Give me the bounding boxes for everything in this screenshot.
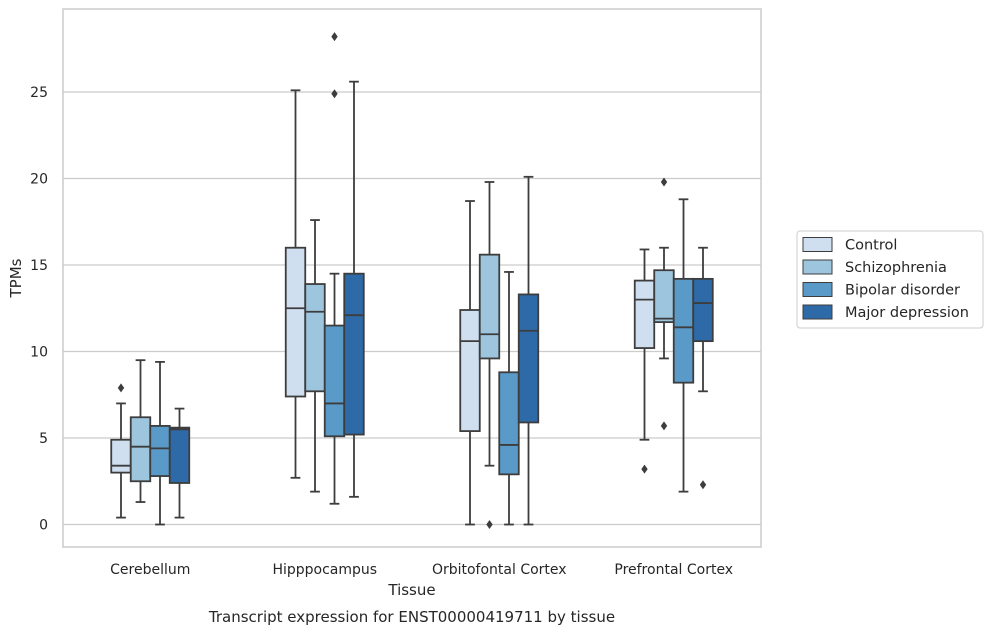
box-body: [323, 324, 346, 438]
outlier-point: [699, 480, 707, 490]
box-body: [304, 283, 326, 393]
y-tick-label: 5: [39, 431, 48, 447]
y-tick-label: 20: [30, 172, 48, 188]
y-tick-label: 0: [39, 518, 48, 534]
box-body: [129, 416, 152, 483]
y-tick-label: 15: [30, 258, 48, 274]
outlier-point: [660, 177, 668, 187]
box-0-2: [459, 200, 481, 526]
y-tick-label: 25: [30, 85, 48, 101]
x-tick-label: Prefrontal Cortex: [614, 562, 733, 578]
outlier-point: [331, 32, 338, 42]
legend-frame: [796, 230, 984, 329]
box-2-2: [498, 271, 520, 526]
box-body: [633, 279, 656, 349]
chart-caption: Transcript expression for ENST0000041971…: [208, 608, 615, 626]
y-axis-label: TPMs: [7, 258, 25, 298]
y-tick-labels: 0 5 10 15 20 25: [30, 85, 48, 533]
box-body: [517, 293, 540, 424]
legend-swatch: [802, 237, 833, 252]
box-3-2: [517, 175, 540, 526]
box-series: [110, 32, 714, 530]
legend-label: Schizophrenia: [845, 260, 947, 276]
box-3-3: [692, 246, 714, 490]
outlier-point: [660, 421, 668, 431]
outlier-point: [331, 89, 338, 99]
box-body: [284, 246, 307, 398]
legend-label: Control: [845, 238, 897, 254]
outlier-point: [641, 464, 648, 474]
legend-label: Major depression: [845, 305, 969, 321]
legend-label: Bipolar disorder: [845, 283, 960, 299]
box-body: [343, 272, 365, 436]
box-body: [672, 277, 695, 384]
x-tick-label: Orbitofontal Cortex: [432, 562, 567, 578]
outlier-point: [486, 520, 493, 530]
box-body: [692, 277, 714, 343]
box-body: [653, 269, 675, 324]
box-0-3: [633, 248, 656, 474]
legend-swatch: [802, 304, 833, 320]
box-body: [149, 425, 171, 477]
box-1-2: [478, 181, 501, 530]
x-axis-label: Tissue: [387, 581, 435, 599]
box-1-3: [653, 177, 675, 431]
legend-swatch: [802, 259, 833, 275]
box-body: [498, 371, 520, 476]
box-1-0: [129, 359, 152, 503]
box-body: [478, 253, 501, 360]
x-tick-label: Cerebellum: [110, 562, 190, 578]
box-3-1: [343, 80, 365, 498]
legend-swatch: [802, 282, 833, 297]
box-body: [168, 426, 191, 484]
x-tick-label: Hipppocampus: [272, 562, 377, 578]
box-body: [110, 438, 132, 474]
outlier-point: [117, 383, 125, 393]
box-2-1: [323, 32, 346, 505]
box-3-0: [168, 407, 191, 519]
box-body: [459, 309, 481, 432]
y-tick-label: 10: [30, 345, 48, 361]
x-tick-labels: Cerebellum Hipppocampus Orbitofontal Corte…: [110, 562, 733, 578]
legend: Control Schizophrenia Bipolar disorder Majo…: [796, 230, 984, 329]
